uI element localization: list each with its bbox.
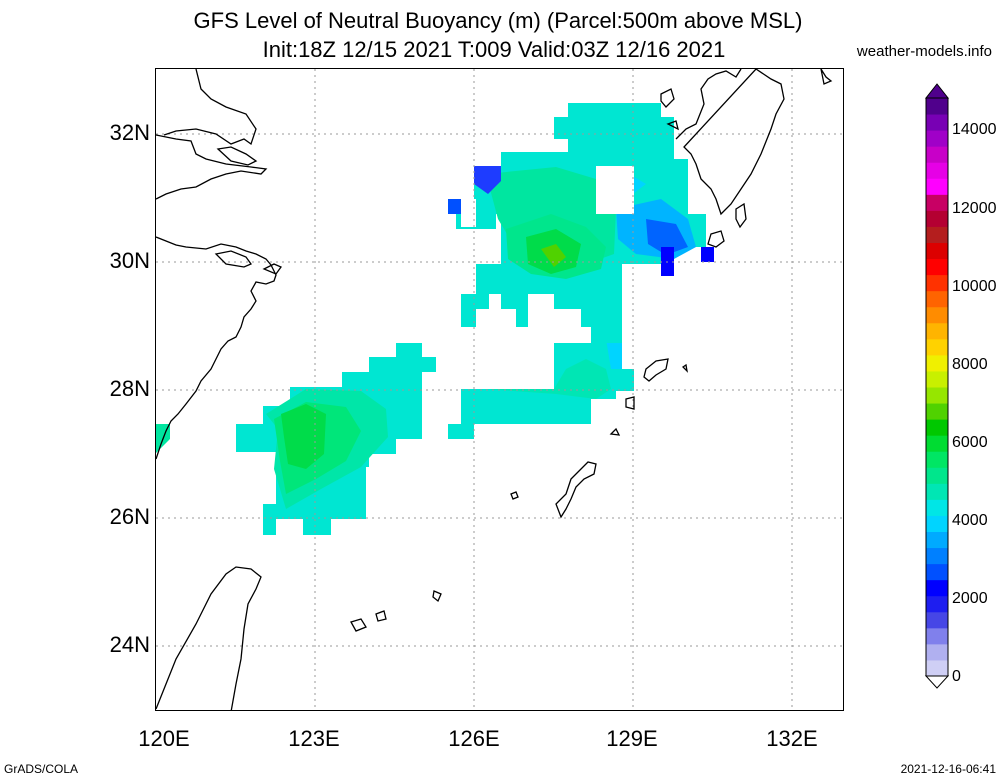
- colorbar-bin: [926, 387, 948, 404]
- colorbar-bin: [926, 290, 948, 308]
- colorbar-bin: [926, 579, 948, 597]
- lat-label-26n: 26N: [109, 504, 150, 529]
- lat-label-24n: 24N: [109, 632, 150, 657]
- colorbar-bin: [926, 242, 948, 260]
- chart-subtitle: Init:18Z 12/15 2021 T:009 Valid:03Z 12/1…: [262, 37, 726, 62]
- footer-source: GrADS/COLA: [4, 762, 79, 776]
- colorbar-bin: [926, 194, 948, 211]
- buoyancy-field-southwest: [156, 343, 436, 535]
- colorbar-bin: [926, 354, 948, 372]
- lat-label-28n: 28N: [109, 376, 150, 401]
- colorbar: [924, 83, 950, 689]
- colorbar-bin: [926, 499, 948, 516]
- footer-timestamp: 2021-12-16-06:41: [900, 762, 996, 776]
- colorbar-bins: [925, 97, 949, 677]
- colorbar-bin: [926, 611, 948, 629]
- colorbar-bin: [926, 322, 948, 340]
- colorbar-label-4000: 4000: [952, 512, 988, 529]
- colorbar-bin: [926, 306, 948, 324]
- colorbar-bin: [926, 403, 948, 420]
- colorbar-bin: [926, 258, 948, 276]
- colorbar-bin: [926, 226, 948, 243]
- credit-label: weather-models.info: [856, 43, 992, 60]
- colorbar-bin: [926, 483, 948, 500]
- colorbar-top-arrow: [924, 83, 950, 99]
- colorbar-bin: [926, 547, 948, 565]
- colorbar-bin: [926, 419, 948, 436]
- colorbar-bin: [926, 98, 948, 115]
- colorbar-bin: [926, 435, 948, 452]
- colorbar-label-12000: 12000: [952, 200, 997, 217]
- colorbar-bin: [926, 531, 948, 549]
- buoyancy-field-north: [448, 103, 714, 341]
- colorbar-bin: [926, 515, 948, 532]
- map-panel: [155, 68, 844, 711]
- colorbar-bin: [926, 451, 948, 468]
- graticule: [156, 69, 843, 710]
- colorbar-bin: [926, 370, 948, 388]
- coastlines: [156, 69, 833, 710]
- colorbar-bin: [926, 146, 948, 163]
- colorbar-label-0: 0: [952, 668, 961, 685]
- colorbar-label-8000: 8000: [952, 356, 988, 373]
- colorbar-bin: [926, 467, 948, 484]
- colorbar-bin: [926, 130, 948, 147]
- lon-label-120e: 120E: [138, 726, 190, 751]
- colorbar-bottom-arrow: [924, 675, 950, 689]
- colorbar-bin: [926, 178, 948, 195]
- colorbar-bin: [926, 162, 948, 179]
- colorbar-bin: [926, 114, 948, 131]
- lat-label-30n: 30N: [109, 248, 150, 273]
- map-canvas: [156, 69, 843, 710]
- colorbar-bin: [926, 274, 948, 292]
- colorbar-label-6000: 6000: [952, 434, 988, 451]
- colorbar-bin: [926, 595, 948, 613]
- lon-label-129e: 129E: [606, 726, 658, 751]
- lat-label-32n: 32N: [109, 120, 150, 145]
- lon-label-132e: 132E: [766, 726, 818, 751]
- colorbar-bin: [926, 338, 948, 356]
- colorbar-bin: [926, 210, 948, 227]
- lon-label-126e: 126E: [448, 726, 500, 751]
- colorbar-label-2000: 2000: [952, 590, 988, 607]
- colorbar-bin: [926, 643, 948, 661]
- colorbar-bin: [926, 659, 948, 677]
- chart-title: GFS Level of Neutral Buoyancy (m) (Parce…: [193, 8, 803, 33]
- lon-label-123e: 123E: [288, 726, 340, 751]
- colorbar-label-14000: 14000: [952, 121, 997, 138]
- colorbar-label-10000: 10000: [952, 278, 997, 295]
- colorbar-bin: [926, 627, 948, 645]
- colorbar-bin: [926, 563, 948, 581]
